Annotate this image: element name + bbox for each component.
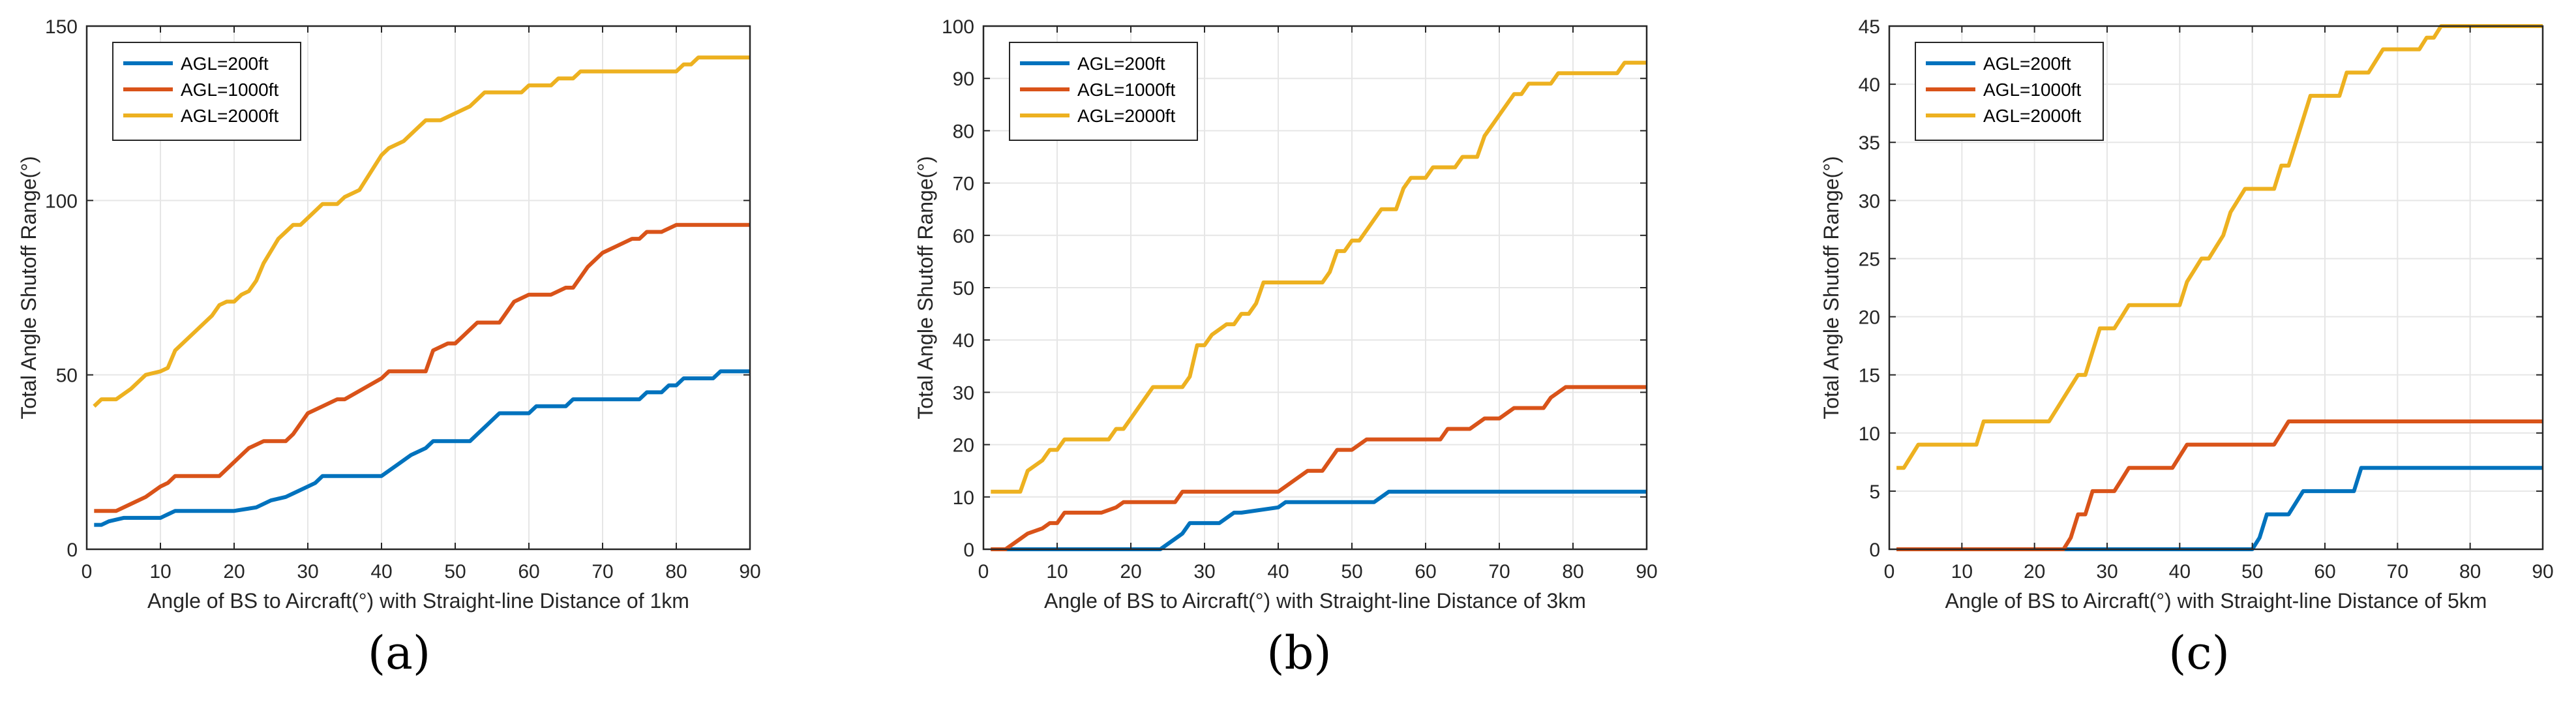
x-tick-label: 30 <box>2096 561 2118 583</box>
caption-a: (a) <box>367 626 431 680</box>
x-tick-label: 40 <box>1267 561 1289 583</box>
legend-label: AGL=2000ft <box>1077 106 1175 126</box>
x-axis-label: Angle of BS to Aircraft(°) with Straight… <box>147 589 689 613</box>
x-tick-label: 90 <box>1636 561 1657 583</box>
x-tick-label: 40 <box>2169 561 2191 583</box>
x-tick-label: 20 <box>1120 561 1141 583</box>
x-tick-label: 70 <box>592 561 613 583</box>
x-tick-label: 20 <box>223 561 245 583</box>
y-axis-label: Total Angle Shutoff Range(°) <box>1820 156 1843 419</box>
legend-label: AGL=1000ft <box>181 80 278 100</box>
axes-frame <box>85 25 751 551</box>
x-tick-label: 30 <box>297 561 318 583</box>
series-line-agl-2000ft <box>991 61 1647 494</box>
y-tick-label: 20 <box>1859 307 1880 329</box>
legend-label: AGL=1000ft <box>1983 80 2081 100</box>
y-tick-label: 0 <box>67 539 78 561</box>
y-tick-label: 50 <box>56 365 78 387</box>
y-tick-label: 35 <box>1859 132 1880 154</box>
y-tick-label: 100 <box>942 16 974 38</box>
x-tick-label: 0 <box>82 561 93 583</box>
series-line-agl-200ft <box>94 369 750 527</box>
y-tick-label: 80 <box>953 121 974 142</box>
series-line-agl-1000ft <box>1896 419 2543 551</box>
legend: AGL=200ft AGL=1000ft AGL=2000ft <box>1009 42 1198 141</box>
y-tick-label: 45 <box>1859 16 1880 38</box>
x-tick-label: 60 <box>1415 561 1436 583</box>
chart-b: 0 10 20 30 40 50 60 70 80 90 0 10 20 30 40 50 60 70 80 90 10… <box>914 16 1658 613</box>
x-tick-label: 60 <box>2314 561 2335 583</box>
series-line-agl-1000ft <box>991 385 1647 551</box>
y-tick-label: 30 <box>1859 190 1880 212</box>
y-tick-label: 40 <box>953 330 974 352</box>
x-tick-label: 0 <box>1884 561 1895 583</box>
series-line-agl-2000ft <box>1896 24 2543 470</box>
x-tick-label: 20 <box>2024 561 2045 583</box>
x-tick-label: 90 <box>2532 561 2553 583</box>
legend: AGL=200ft AGL=1000ft AGL=2000ft <box>112 42 301 141</box>
y-tick-label: 15 <box>1859 365 1880 387</box>
y-tick-label: 50 <box>953 278 974 299</box>
y-tick-label: 20 <box>953 435 974 457</box>
y-tick-label: 10 <box>953 487 974 509</box>
y-axis-label: Total Angle Shutoff Range(°) <box>17 156 40 419</box>
x-tick-label: 10 <box>149 561 171 583</box>
series-line-agl-2000ft <box>93 55 750 408</box>
x-tick-label: 30 <box>1193 561 1215 583</box>
y-tick-label: 150 <box>45 16 78 38</box>
series-line-agl-1000ft <box>94 222 750 513</box>
legend-label: AGL=2000ft <box>181 106 278 126</box>
x-tick-label: 90 <box>739 561 760 583</box>
series-line-agl-200ft <box>991 489 1647 551</box>
y-tick-label: 100 <box>45 190 78 212</box>
y-tick-label: 0 <box>1869 539 1880 561</box>
legend-label: AGL=200ft <box>1983 53 2071 74</box>
chart-c: 0 10 20 30 40 50 60 70 80 90 0 5 10 15 20 25 30 35 40 45 Ang… <box>1820 16 2554 613</box>
x-tick-label: 50 <box>2241 561 2263 583</box>
y-tick-label: 90 <box>953 68 974 90</box>
x-tick-label: 80 <box>1562 561 1583 583</box>
x-tick-label: 10 <box>1951 561 1973 583</box>
y-tick-label: 5 <box>1869 481 1880 503</box>
caption-c: (c) <box>2168 626 2230 680</box>
legend: AGL=200ft AGL=1000ft AGL=2000ft <box>1915 42 2104 141</box>
y-tick-label: 60 <box>953 226 974 247</box>
x-axis-label: Angle of BS to Aircraft(°) with Straight… <box>1945 589 2487 613</box>
x-axis-label: Angle of BS to Aircraft(°) with Straight… <box>1044 589 1586 613</box>
x-tick-label: 50 <box>1341 561 1362 583</box>
chart-a: 0 10 20 30 40 50 60 70 80 90 0 50 100 150 Angle of BS … <box>17 16 761 613</box>
legend-label: AGL=1000ft <box>1077 80 1175 100</box>
y-tick-label: 30 <box>953 382 974 404</box>
y-tick-label: 70 <box>953 174 974 195</box>
x-tick-label: 50 <box>444 561 466 583</box>
legend-label: AGL=200ft <box>1077 53 1165 74</box>
y-tick-label: 10 <box>1859 423 1880 445</box>
x-tick-label: 70 <box>2387 561 2408 583</box>
x-tick-label: 40 <box>370 561 392 583</box>
x-tick-label: 0 <box>978 561 989 583</box>
x-tick-label: 70 <box>1488 561 1510 583</box>
x-tick-label: 80 <box>2459 561 2481 583</box>
y-axis-label: Total Angle Shutoff Range(°) <box>914 156 937 419</box>
legend-label: AGL=200ft <box>181 53 269 74</box>
y-tick-label: 40 <box>1859 74 1880 96</box>
y-tick-label: 0 <box>963 539 974 561</box>
legend-label: AGL=2000ft <box>1983 106 2081 126</box>
x-tick-label: 10 <box>1046 561 1068 583</box>
y-tick-label: 25 <box>1859 249 1880 270</box>
x-tick-label: 60 <box>518 561 539 583</box>
x-tick-label: 80 <box>665 561 687 583</box>
caption-b: (b) <box>1266 626 1332 680</box>
axes-frame <box>1888 25 2544 551</box>
series-line-agl-200ft <box>1896 466 2543 551</box>
